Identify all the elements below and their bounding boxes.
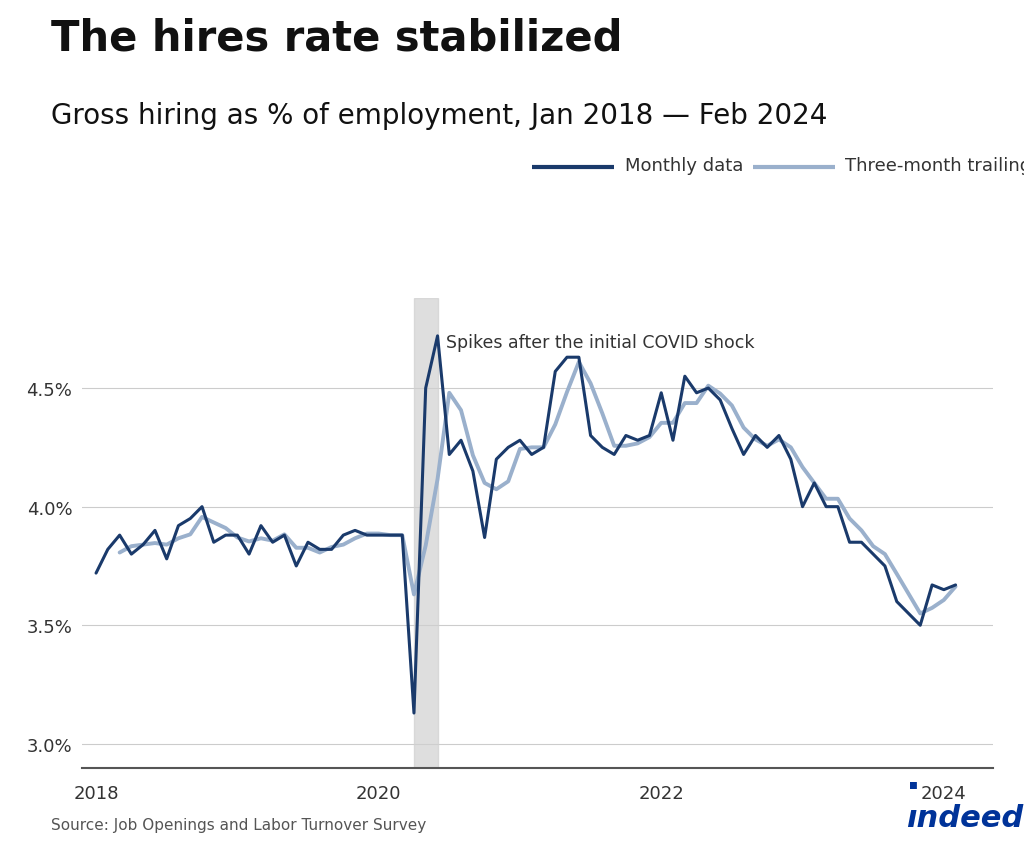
Text: The hires rate stabilized: The hires rate stabilized xyxy=(51,17,623,59)
Text: Spikes after the initial COVID shock: Spikes after the initial COVID shock xyxy=(446,334,755,352)
Text: Source: Job Openings and Labor Turnover Survey: Source: Job Openings and Labor Turnover … xyxy=(51,816,426,832)
Bar xyxy=(414,299,438,768)
Text: ·: · xyxy=(906,769,922,806)
Text: Monthly data: Monthly data xyxy=(625,157,743,175)
Text: ındeed: ındeed xyxy=(906,803,1024,832)
Text: Gross hiring as % of employment, Jan 2018 — Feb 2024: Gross hiring as % of employment, Jan 201… xyxy=(51,102,827,131)
Text: Three-month trailing average: Three-month trailing average xyxy=(845,157,1024,175)
